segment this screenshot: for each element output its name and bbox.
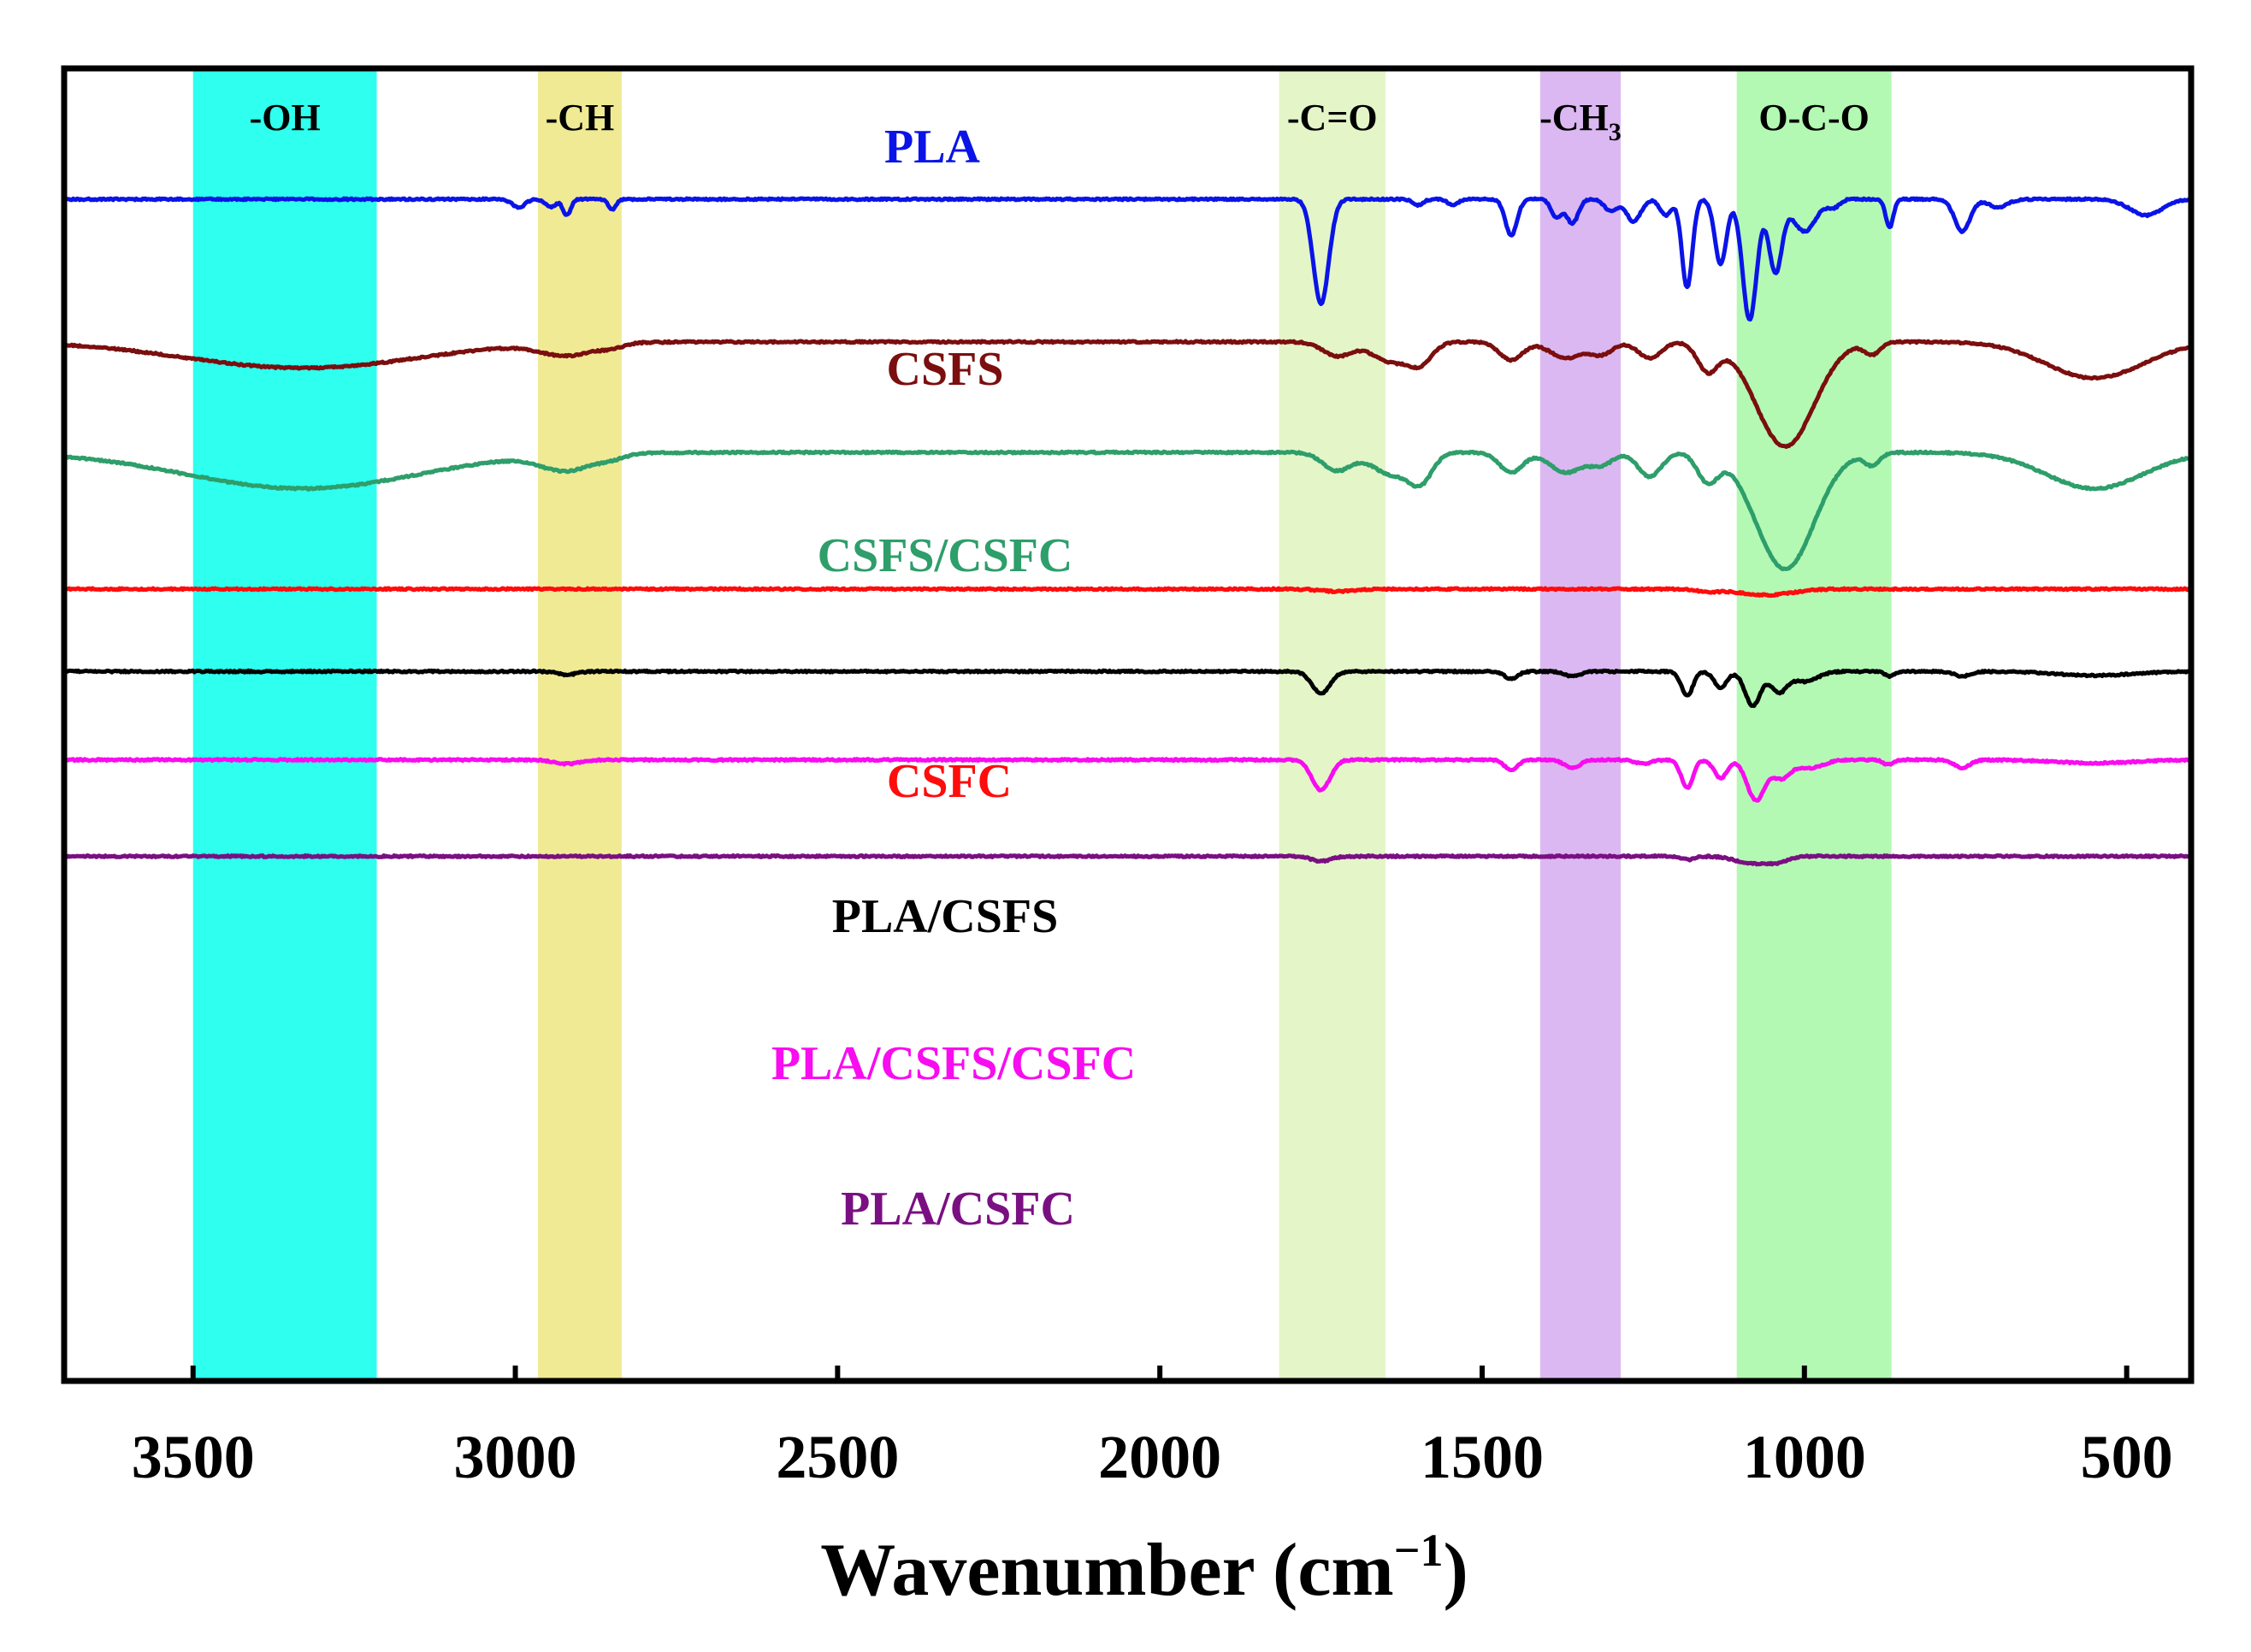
- x-tick-label-1000: 1000: [1743, 1423, 1866, 1491]
- series-label-pla-csfc: PLA/CSFC: [841, 1183, 1075, 1236]
- series-line-csfc: [62, 586, 2192, 599]
- plot-frame: [61, 65, 2195, 1384]
- band-label-ch: -CH: [546, 97, 615, 139]
- series-layer: [62, 196, 2193, 867]
- tick-layer: 3500 3000 2500 2000 1500 1000 500: [132, 1366, 2173, 1491]
- band-oco: [1736, 68, 1892, 1381]
- series-line-pla: [63, 196, 2192, 322]
- band-label-oco: O-C-O: [1758, 97, 1870, 139]
- x-tick-label-2500: 2500: [776, 1423, 899, 1491]
- series-line-pla-csfc: [62, 853, 2192, 867]
- x-tick-label-2000: 2000: [1098, 1423, 1221, 1491]
- series-label-pla-csfs-csfc: PLA/CSFS/CSFC: [771, 1037, 1136, 1090]
- band-ch3: [1539, 68, 1622, 1381]
- series-line-pla-csfs: [63, 668, 2193, 708]
- label-layer: -OH -CH -C=O -CH3 O-C-O PLA CSFS CSFS/CSFC CSFC P…: [250, 97, 1870, 1236]
- band-layer: [192, 68, 1892, 1381]
- x-axis-title: Wavenumber (cm−1): [820, 1525, 1468, 1612]
- x-axis-title-close: ): [1444, 1529, 1468, 1612]
- band-oh: [192, 68, 377, 1381]
- series-label-csfc: CSFC: [887, 755, 1012, 808]
- series-label-pla: PLA: [884, 121, 981, 174]
- x-tick-label-1500: 1500: [1421, 1423, 1544, 1491]
- band-label-oh: -OH: [250, 97, 321, 139]
- series-line-csfs-csfc: [62, 449, 2193, 572]
- x-tick-label-500: 500: [2081, 1423, 2173, 1491]
- x-tick-label-3000: 3000: [454, 1423, 577, 1491]
- x-axis-title-superscript: −1: [1394, 1525, 1444, 1576]
- series-label-pla-csfs: PLA/CSFS: [832, 890, 1059, 943]
- series-line-pla-csfs-csfc: [62, 757, 2192, 803]
- band-ch: [537, 68, 622, 1381]
- band-label-ch3: -CH3: [1539, 97, 1622, 146]
- band-co: [1279, 68, 1385, 1381]
- x-tick-label-3500: 3500: [132, 1423, 255, 1491]
- band-label-co: -C=O: [1287, 97, 1378, 139]
- series-label-csfs-csfc: CSFS/CSFC: [818, 529, 1073, 582]
- series-label-csfs: CSFS: [887, 343, 1004, 396]
- series-line-csfs: [62, 339, 2192, 449]
